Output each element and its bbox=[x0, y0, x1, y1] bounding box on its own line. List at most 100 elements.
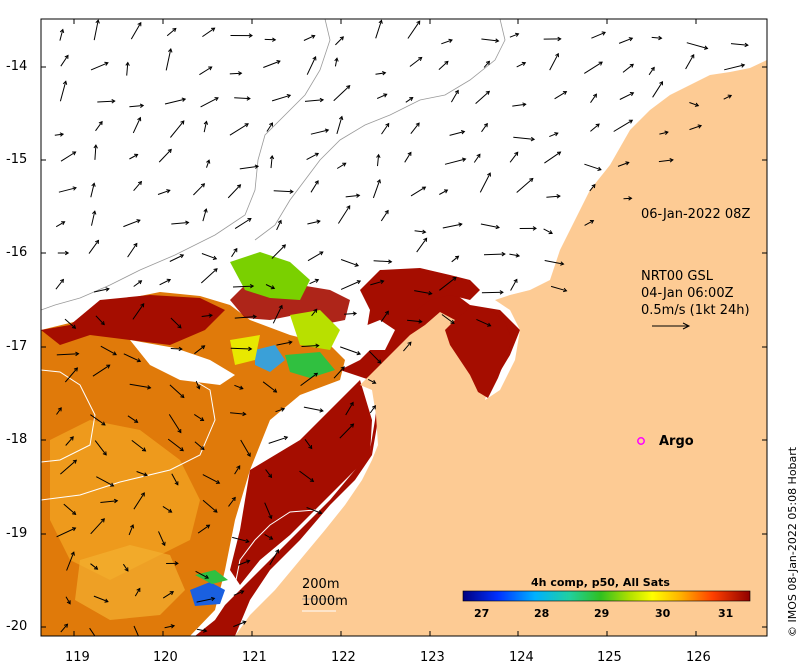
current-vector bbox=[127, 243, 138, 258]
current-vector bbox=[262, 381, 277, 393]
current-vector bbox=[549, 53, 559, 71]
current-vector-head bbox=[744, 42, 749, 48]
current-vector-head bbox=[214, 97, 219, 102]
current-vector-head bbox=[658, 35, 663, 41]
current-vector-head bbox=[597, 166, 602, 171]
current-vector bbox=[438, 61, 449, 70]
current-vector-head bbox=[629, 63, 634, 68]
current-vector-head bbox=[95, 239, 100, 244]
current-vector-head bbox=[181, 97, 187, 102]
current-vector bbox=[271, 94, 291, 102]
current-vector-head bbox=[423, 237, 428, 242]
current-vector-head bbox=[269, 154, 275, 160]
current-vector-head bbox=[270, 285, 276, 290]
current-vector bbox=[193, 183, 205, 196]
current-vector bbox=[123, 353, 141, 362]
current-vector bbox=[345, 402, 354, 416]
current-vector bbox=[195, 380, 200, 389]
current-vector-head bbox=[268, 514, 273, 520]
current-vector bbox=[270, 155, 273, 169]
current-vector-head bbox=[147, 385, 152, 390]
current-vector bbox=[730, 43, 748, 46]
current-vector bbox=[311, 308, 318, 317]
current-vector-head bbox=[268, 473, 273, 479]
current-vector bbox=[273, 190, 293, 193]
current-vector-head bbox=[69, 436, 74, 441]
sst-field-blue-south bbox=[190, 582, 225, 606]
current-vector bbox=[238, 560, 250, 566]
current-vector bbox=[229, 123, 249, 136]
current-vector-head bbox=[409, 97, 414, 102]
lat-tick: -19 bbox=[6, 526, 28, 541]
current-vector bbox=[407, 319, 422, 323]
sst-field-green-2 bbox=[290, 310, 340, 350]
current-vector-head bbox=[203, 120, 209, 125]
current-vector-head bbox=[407, 151, 412, 156]
current-vector bbox=[129, 105, 144, 108]
current-vector bbox=[88, 240, 99, 254]
current-vector bbox=[375, 20, 382, 39]
current-vector bbox=[516, 178, 534, 193]
current-vector-head bbox=[240, 590, 245, 595]
current-vector bbox=[169, 254, 184, 262]
current-vector bbox=[158, 149, 172, 163]
current-vector-head bbox=[236, 465, 241, 470]
cloud-gap bbox=[130, 340, 235, 385]
current-vector-head bbox=[140, 302, 145, 308]
current-vector-head bbox=[562, 287, 568, 293]
current-vector bbox=[129, 154, 138, 160]
argo-marker bbox=[637, 437, 645, 445]
current-vector bbox=[405, 97, 413, 103]
current-vector bbox=[133, 492, 145, 510]
current-vector bbox=[66, 552, 75, 571]
current-vector bbox=[372, 179, 381, 199]
current-vector bbox=[276, 341, 292, 346]
current-vector-head bbox=[704, 45, 709, 50]
current-vector bbox=[232, 536, 249, 543]
current-vector bbox=[202, 208, 207, 222]
current-vector bbox=[202, 499, 218, 513]
current-vector-head bbox=[247, 217, 252, 222]
current-vector-head bbox=[319, 97, 325, 103]
current-vector-head bbox=[111, 99, 116, 104]
current-vector bbox=[304, 439, 313, 449]
king-sound-inlet bbox=[445, 308, 512, 398]
current-vector bbox=[299, 470, 314, 482]
lon-tick: 126 bbox=[686, 650, 711, 665]
current-vector bbox=[268, 436, 288, 444]
current-vector bbox=[171, 222, 189, 225]
current-vector bbox=[230, 347, 252, 350]
current-vector bbox=[554, 91, 567, 100]
current-vector bbox=[441, 314, 455, 324]
lat-tick: -18 bbox=[6, 432, 28, 447]
current-vector bbox=[64, 318, 76, 329]
sst-field-green-3 bbox=[285, 352, 335, 378]
current-vector-head bbox=[137, 180, 143, 186]
current-vector-head bbox=[355, 193, 361, 198]
current-vector bbox=[310, 180, 319, 193]
current-vector-head bbox=[385, 122, 390, 128]
current-vector bbox=[55, 279, 64, 290]
current-vector-head bbox=[281, 244, 286, 249]
current-vector-head bbox=[180, 120, 185, 125]
current-vector bbox=[60, 623, 68, 633]
current-vector-head bbox=[252, 314, 257, 320]
current-vector bbox=[306, 507, 322, 514]
current-vector bbox=[90, 518, 105, 535]
current-vector-head bbox=[697, 124, 703, 129]
current-vector-head bbox=[96, 640, 99, 644]
current-vector-head bbox=[57, 407, 62, 412]
current-vector bbox=[234, 384, 243, 390]
current-vector bbox=[439, 189, 448, 195]
current-vector-head bbox=[113, 498, 119, 504]
current-vector-head bbox=[319, 408, 324, 413]
current-vector bbox=[265, 469, 272, 478]
current-vector bbox=[307, 251, 324, 262]
current-vector-head bbox=[418, 56, 423, 61]
current-vector-head bbox=[137, 21, 142, 27]
current-vector bbox=[380, 210, 389, 222]
current-vector bbox=[376, 93, 387, 99]
current-vector-head bbox=[93, 565, 99, 570]
current-vector-head bbox=[628, 37, 634, 42]
current-vector-head bbox=[694, 102, 700, 107]
